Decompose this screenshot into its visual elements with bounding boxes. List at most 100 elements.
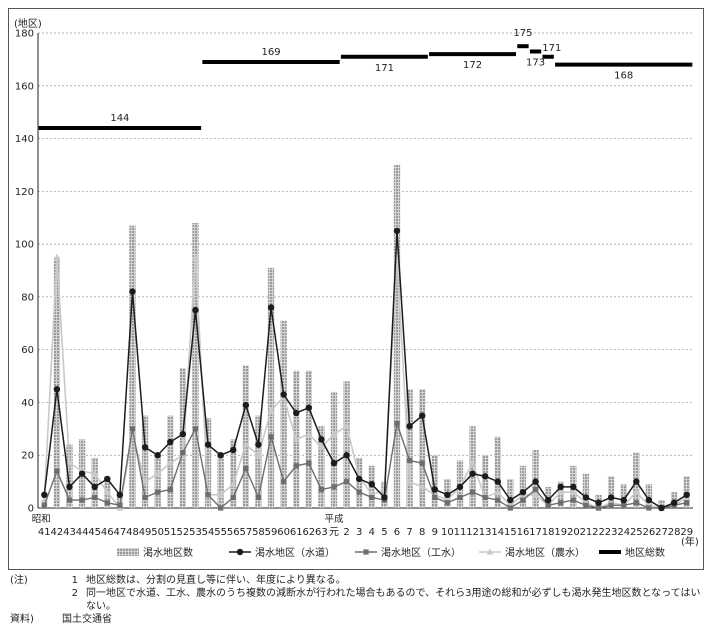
series-point <box>330 459 338 467</box>
x-tick-label: 6 <box>394 527 400 538</box>
series-point <box>180 449 186 456</box>
series-point <box>507 496 514 504</box>
series-point <box>406 478 413 485</box>
y-tick-label: 60 <box>21 345 34 356</box>
legend-label: 渇水地区（水道） <box>255 546 335 559</box>
series-point <box>141 478 149 485</box>
x-tick-label: 60 <box>277 527 290 538</box>
series-point <box>343 452 350 459</box>
series-point <box>91 483 98 491</box>
series-point <box>532 478 539 485</box>
bar <box>507 478 514 508</box>
legend-swatch <box>117 548 139 556</box>
bar <box>431 455 438 508</box>
series-point <box>469 459 476 466</box>
series-point <box>683 491 690 499</box>
bar <box>645 484 653 508</box>
series-point <box>344 479 350 485</box>
series-point <box>368 481 375 488</box>
series-point <box>179 430 187 438</box>
series-point <box>129 288 136 295</box>
chart: 020406080100120140160180(地区)(年)144169171… <box>14 17 699 559</box>
series-point <box>129 426 136 432</box>
series-point <box>192 253 199 260</box>
series-point <box>79 497 85 503</box>
y-tick-label: 20 <box>21 451 34 462</box>
note-1-text: 地区総数は、分割の見直し等に伴い、年度により異なる。 <box>86 575 346 586</box>
series-point <box>267 304 275 311</box>
series-point <box>658 504 665 512</box>
x-tick-label: 41 <box>38 527 51 538</box>
series-point <box>569 488 577 495</box>
legend-marker <box>486 548 494 555</box>
series-point <box>268 434 274 440</box>
series-point <box>218 505 224 511</box>
series-point <box>155 489 161 495</box>
series-point <box>645 496 653 504</box>
x-tick-label: 26 <box>643 527 656 538</box>
series-point <box>92 494 98 501</box>
bar <box>343 381 350 508</box>
total-segment-label: 173 <box>526 57 545 68</box>
bar <box>582 473 590 508</box>
series-point <box>406 422 413 430</box>
bar <box>494 436 501 508</box>
x-tick-label: 47 <box>114 527 127 538</box>
x-tick-label: 4 <box>369 527 375 538</box>
x-tick-label: 7 <box>406 527 412 538</box>
bar <box>356 457 363 508</box>
y-axis-unit: (地区) <box>14 17 42 30</box>
bar <box>192 223 199 508</box>
x-tick-label: 28 <box>668 527 681 538</box>
series-point <box>267 406 275 413</box>
x-tick-label: 45 <box>88 527 101 538</box>
x-tick-label: 48 <box>126 527 139 538</box>
series-point <box>607 494 615 501</box>
note-1: (注) 1 地区総数は、分割の見直し等に伴い、年度により異なる。 <box>10 574 702 587</box>
series-point <box>104 475 111 483</box>
bar <box>482 455 489 508</box>
series-line <box>43 230 688 509</box>
y-tick-label: 80 <box>21 292 34 303</box>
series-point <box>217 491 225 498</box>
total-segment-label: 175 <box>513 28 532 39</box>
notes: (注) 1 地区総数は、分割の見直し等に伴い、年度により異なる。 2 同一地区で… <box>10 574 702 626</box>
x-tick-label: 16 <box>517 527 530 538</box>
bar <box>469 426 476 508</box>
series-point <box>444 500 450 506</box>
series-point <box>141 444 149 451</box>
series-point <box>418 412 426 419</box>
series-point <box>545 502 551 508</box>
series-line <box>43 423 687 509</box>
series-point <box>205 492 211 498</box>
legend-marker <box>363 549 369 555</box>
x-tick-label: 12 <box>466 527 479 538</box>
series-point <box>520 497 526 503</box>
series-point <box>469 470 476 477</box>
x-tick-label: 5 <box>381 527 387 538</box>
era-label-heisei: 平成 <box>325 513 345 525</box>
series-point <box>255 441 262 448</box>
x-tick-label: 10 <box>441 527 454 538</box>
x-tick-label: 55 <box>214 527 227 538</box>
bar <box>230 439 237 508</box>
series-point <box>595 505 602 511</box>
bar <box>267 267 275 508</box>
y-tick-label: 0 <box>28 504 34 515</box>
total-segment-label: 144 <box>110 113 129 124</box>
x-tick-label: 22 <box>592 527 605 538</box>
total-segment-label: 172 <box>463 60 482 71</box>
bar <box>255 415 262 508</box>
chart-frame: 0 20 40 60 80 100 120 140 160 180 (地区) (年) 144 169 171… <box>8 8 704 570</box>
series-point <box>292 435 300 442</box>
series-point <box>230 446 237 454</box>
series-point <box>229 480 237 487</box>
series-point <box>481 473 489 480</box>
series-point <box>558 500 564 506</box>
bar <box>129 225 136 508</box>
series-point <box>684 500 690 506</box>
series-point <box>595 499 602 506</box>
x-tick-label: 19 <box>554 527 567 538</box>
series-point <box>204 441 212 448</box>
